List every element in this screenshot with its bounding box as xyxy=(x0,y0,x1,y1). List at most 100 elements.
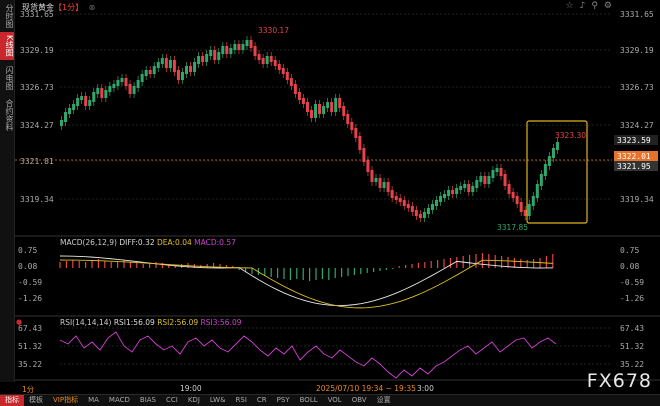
candle xyxy=(92,92,96,102)
y-tick-left: 3329.19 xyxy=(20,46,54,55)
toolbar-item-9[interactable]: RSI xyxy=(235,396,247,404)
candle xyxy=(140,74,144,82)
toolbar-item-15[interactable]: 设置 xyxy=(376,396,391,404)
candle xyxy=(455,188,459,194)
low-annotation: 3317.85 xyxy=(497,223,528,232)
sidebar-item-kline[interactable]: K线图 xyxy=(0,32,14,60)
close-icon[interactable]: ⊗ xyxy=(88,3,96,12)
toolbar-item-3[interactable]: MA xyxy=(88,396,99,404)
candle xyxy=(277,64,281,70)
candle xyxy=(314,104,318,118)
candle xyxy=(531,196,535,206)
candle xyxy=(80,96,84,100)
period-label[interactable]: 【1分】 xyxy=(54,3,84,12)
candle xyxy=(519,202,523,212)
candle xyxy=(273,60,277,66)
toolbar-item-14[interactable]: OBV xyxy=(351,396,367,404)
candle xyxy=(269,56,273,62)
rsi-tick-left: 51.32 xyxy=(18,342,42,351)
candle xyxy=(475,180,479,188)
y-tick-left: 3319.34 xyxy=(20,195,54,204)
candle xyxy=(108,86,112,92)
candle xyxy=(156,62,160,68)
y-tick-left: 3324.27 xyxy=(20,121,54,130)
svg-text:3322.01: 3322.01 xyxy=(617,152,651,161)
macd-tick-left: 0.08 xyxy=(18,262,37,271)
candle xyxy=(338,98,342,108)
star-icon[interactable]: ☆ xyxy=(565,1,580,11)
candle xyxy=(386,182,390,192)
toolbar-item-5[interactable]: BIAS xyxy=(139,396,156,404)
candle xyxy=(346,114,350,124)
toolbar-item-7[interactable]: KDJ xyxy=(187,396,200,404)
candle xyxy=(189,66,193,72)
candle xyxy=(100,88,104,98)
candle xyxy=(249,40,253,48)
toolbar-item-12[interactable]: BOLL xyxy=(299,396,318,404)
candle xyxy=(76,98,80,106)
candle xyxy=(281,68,285,74)
header-icons: ☆♪⚲⚙ xyxy=(566,1,619,11)
period-tag[interactable]: 1分 xyxy=(22,385,35,394)
search-icon[interactable]: ⚲ xyxy=(591,1,604,11)
left-sidebar: 分时图 K线图 闪电图 合约资料 xyxy=(0,0,15,382)
sidebar-item-contract[interactable]: 合约资料 xyxy=(5,99,14,131)
candle xyxy=(60,120,63,126)
candle xyxy=(124,78,128,86)
y-tick-right: 3324.27 xyxy=(620,121,654,130)
candle xyxy=(128,84,132,94)
candle xyxy=(64,112,68,122)
candle xyxy=(463,184,467,188)
y-tick-left: 3326.73 xyxy=(20,83,54,92)
candle xyxy=(326,102,330,108)
watermark-logo: FX678 xyxy=(586,370,652,392)
macd-diff: DIFF:0.32 xyxy=(119,238,155,247)
bell-icon[interactable]: ♪ xyxy=(579,1,592,11)
candle xyxy=(168,60,172,68)
candle xyxy=(414,210,418,216)
macd-tick-right: 0.75 xyxy=(620,246,639,255)
rsi1: RSI1:56.09 xyxy=(113,318,155,327)
toolbar-item-13[interactable]: VOL xyxy=(327,396,342,404)
time-1900: 19:00 xyxy=(180,384,202,393)
toolbar-item-2[interactable]: VIP指标 xyxy=(53,396,79,404)
settings-icon[interactable]: ⚙ xyxy=(603,1,618,11)
sidebar-item-timeshare[interactable]: 分时图 xyxy=(5,4,14,28)
candle xyxy=(390,190,394,198)
candle xyxy=(402,200,406,206)
candle xyxy=(322,106,326,114)
candle xyxy=(265,56,269,64)
chart-canvas[interactable]: 0.75 0.75 0.08 0.08 -0.59 -0.59 -1.26 -1.26 67.… xyxy=(0,0,660,382)
toolbar-item-11[interactable]: PSY xyxy=(276,396,290,404)
toolbar-item-10[interactable]: CR xyxy=(256,396,267,404)
candle xyxy=(487,176,491,184)
candle xyxy=(241,44,245,50)
candle xyxy=(499,168,503,176)
candle xyxy=(378,178,382,188)
candle xyxy=(334,98,338,112)
candle xyxy=(318,104,322,114)
toolbar-item-8[interactable]: LW& xyxy=(209,396,226,404)
macd-tick-right: 0.08 xyxy=(620,262,639,271)
candle xyxy=(447,190,451,196)
candle xyxy=(382,182,386,188)
y-tick-left: 3331.65 xyxy=(20,10,54,19)
sidebar-item-flash[interactable]: 闪电图 xyxy=(5,66,14,90)
candle xyxy=(193,62,197,72)
candle xyxy=(201,56,205,62)
candle xyxy=(197,56,201,64)
candle xyxy=(88,100,92,106)
candle xyxy=(132,86,136,94)
candle xyxy=(176,70,180,80)
candle xyxy=(148,70,152,74)
candle xyxy=(112,84,116,88)
toolbar-item-4[interactable]: MACD xyxy=(108,396,130,404)
candle xyxy=(551,148,555,158)
rsi-dot-icon: ● xyxy=(16,318,23,326)
candle xyxy=(410,206,414,212)
toolbar-item-6[interactable]: CCI xyxy=(166,396,178,404)
chart-title: 现货黄金【1分】 ⊗ xyxy=(22,2,95,13)
toolbar-item-0[interactable]: 指标 xyxy=(0,395,24,406)
toolbar-item-1[interactable]: 模板 xyxy=(29,396,43,404)
svg-text:3321.95: 3321.95 xyxy=(617,162,651,171)
